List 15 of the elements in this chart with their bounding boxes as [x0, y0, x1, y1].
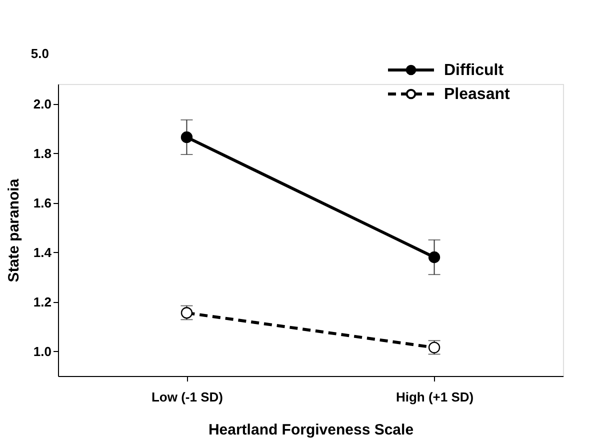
legend-label: Difficult: [444, 62, 504, 79]
y-tick-label: 1.4: [33, 244, 52, 260]
x-tick-label: High (+1 SD): [396, 390, 474, 404]
legend-label: Pleasant: [444, 86, 510, 103]
x-tick-label: Low (-1 SD): [151, 390, 223, 404]
point: [180, 131, 193, 144]
y-tick-label: 2.0: [33, 96, 52, 112]
y-axis-title: State paranoia: [5, 178, 22, 282]
y-tick-label: 1.6: [33, 195, 52, 210]
text: 5.0: [30, 46, 49, 61]
y-tick-label: 1.2: [33, 294, 52, 310]
point: [428, 251, 440, 264]
y-tick-label: 1.0: [33, 344, 52, 359]
x-axis-title: Heartland Forgiveness Scale: [208, 422, 414, 438]
y-tick-label: 1.8: [33, 146, 52, 161]
